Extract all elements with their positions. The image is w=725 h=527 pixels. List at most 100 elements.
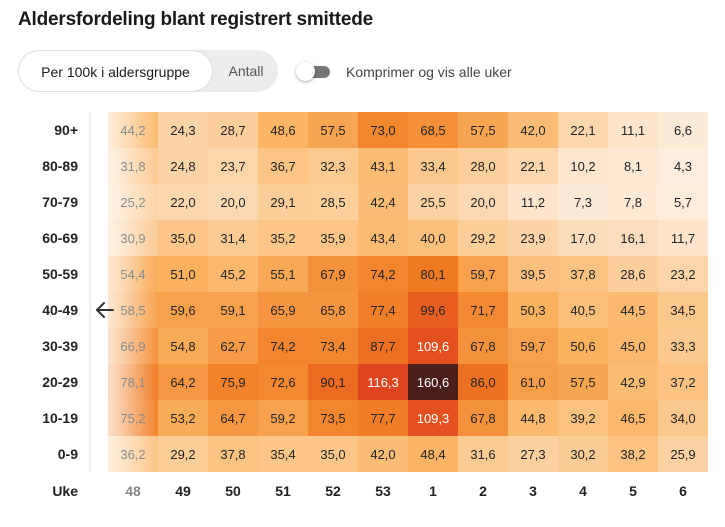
heatmap-cell	[358, 364, 408, 400]
cell-value-label: 86,0	[470, 375, 495, 390]
heatmap-cell	[458, 292, 508, 328]
cell-value-label: 40,0	[420, 231, 445, 246]
heatmap-cell	[658, 112, 708, 148]
heatmap-cell	[508, 256, 558, 292]
cell-value-label: 44,2	[120, 123, 145, 138]
heatmap-cell	[408, 364, 458, 400]
cell-value-label: 42,9	[620, 375, 645, 390]
heatmap-cell	[658, 184, 708, 220]
heatmap-cell	[208, 400, 258, 436]
y-tick-label: 80-89	[42, 158, 78, 174]
heatmap-cell	[508, 328, 558, 364]
heatmap-cell	[658, 400, 708, 436]
heatmap-cell	[408, 184, 458, 220]
heatmap-cell	[408, 328, 458, 364]
cell-value-label: 58,5	[120, 303, 145, 318]
cell-value-label: 59,2	[270, 411, 295, 426]
cell-value-label: 28,0	[470, 159, 495, 174]
y-tick-label: 70-79	[42, 194, 78, 210]
cell-value-label: 31,6	[470, 447, 495, 462]
heatmap-cell	[508, 220, 558, 256]
heatmap-cell	[308, 328, 358, 364]
heatmap-cell	[258, 112, 308, 148]
heatmap-cell	[558, 400, 608, 436]
heatmap-cell	[458, 436, 508, 472]
heatmap-cell	[458, 220, 508, 256]
cell-value-label: 50,6	[570, 339, 595, 354]
x-tick-label: 50	[225, 483, 241, 499]
heatmap-cell	[358, 292, 408, 328]
cell-value-label: 42,0	[370, 447, 395, 462]
cell-value-label: 22,1	[570, 123, 595, 138]
heatmap-cell	[558, 256, 608, 292]
cell-value-label: 37,8	[220, 447, 245, 462]
heatmap-cell	[308, 364, 358, 400]
heatmap-cell	[158, 148, 208, 184]
cell-value-label: 109,6	[417, 339, 450, 354]
cell-value-label: 8,1	[624, 159, 642, 174]
scroll-left-arrow-icon[interactable]	[96, 302, 114, 318]
cell-value-label: 57,5	[320, 123, 345, 138]
y-tick-label: 20-29	[42, 374, 78, 390]
cell-value-label: 67,8	[470, 339, 495, 354]
cell-value-label: 55,1	[270, 267, 295, 282]
cell-value-label: 71,7	[470, 303, 495, 318]
cell-value-label: 6,6	[674, 123, 692, 138]
cell-value-label: 25,5	[420, 195, 445, 210]
cell-value-label: 44,8	[520, 411, 545, 426]
cell-value-label: 34,5	[670, 303, 695, 318]
cell-value-label: 24,3	[170, 123, 195, 138]
compress-toggle-label: Komprimer og vis alle uker	[346, 64, 512, 80]
heatmap-cell	[508, 292, 558, 328]
heatmap-cell	[158, 184, 208, 220]
heatmap-cell	[608, 364, 658, 400]
mode-count-button[interactable]: Antall	[228, 63, 264, 79]
cell-value-label: 35,0	[320, 447, 345, 462]
y-tick-label: 0-9	[58, 446, 78, 462]
cell-value-label: 28,7	[220, 123, 245, 138]
heatmap-cell	[508, 148, 558, 184]
heatmap-cell	[408, 256, 458, 292]
heatmap-cell	[658, 436, 708, 472]
heatmap-cell	[158, 436, 208, 472]
heatmap-cell	[458, 400, 508, 436]
heatmap-cell	[658, 292, 708, 328]
x-tick-label: 52	[325, 483, 341, 499]
heatmap-cell	[308, 220, 358, 256]
heatmap-cell	[608, 256, 658, 292]
cell-value-label: 38,2	[620, 447, 645, 462]
cell-value-label: 87,7	[370, 339, 395, 354]
cell-value-label: 37,2	[670, 375, 695, 390]
cell-value-label: 27,3	[520, 447, 545, 462]
cell-value-label: 67,9	[320, 267, 345, 282]
cell-value-label: 62,7	[220, 339, 245, 354]
cell-value-label: 32,3	[320, 159, 345, 174]
cell-value-label: 65,9	[270, 303, 295, 318]
heatmap-cell	[458, 148, 508, 184]
mode-per-100k-button[interactable]: Per 100k i aldersgruppe	[18, 50, 213, 92]
heatmap-cell	[208, 436, 258, 472]
cell-value-label: 116,3	[367, 375, 399, 390]
cell-value-label: 36,2	[120, 447, 145, 462]
heatmap-cell	[308, 400, 358, 436]
cell-value-label: 23,9	[520, 231, 545, 246]
heatmap-cell	[508, 400, 558, 436]
arrow-head	[96, 302, 105, 318]
heatmap-cell	[658, 220, 708, 256]
cell-value-label: 45,2	[220, 267, 245, 282]
cell-value-label: 5,7	[674, 195, 692, 210]
heatmap-cell	[658, 148, 708, 184]
cell-value-label: 65,8	[320, 303, 345, 318]
x-tick-label: 51	[275, 483, 291, 499]
cell-value-label: 57,5	[470, 123, 495, 138]
heatmap-cell	[558, 292, 608, 328]
heatmap-cell	[258, 292, 308, 328]
heatmap-cell	[558, 184, 608, 220]
heatmap-cell	[558, 364, 608, 400]
compress-toggle[interactable]	[296, 61, 336, 81]
cell-value-label: 29,2	[170, 447, 195, 462]
heatmap-cell	[608, 328, 658, 364]
cell-value-label: 16,1	[620, 231, 645, 246]
cell-value-label: 72,6	[270, 375, 295, 390]
heatmap-cell	[258, 148, 308, 184]
